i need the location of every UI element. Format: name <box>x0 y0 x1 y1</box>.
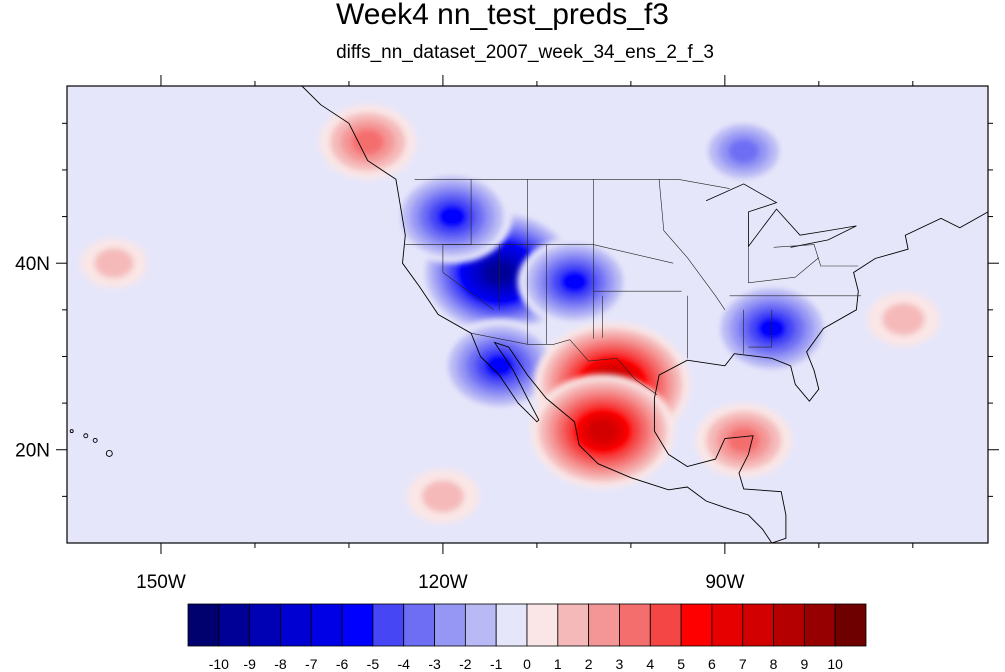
colorbar-box-15 <box>649 603 682 647</box>
colorbar-label-4: -6 <box>336 656 349 672</box>
colorbar-label-3: -7 <box>305 656 318 672</box>
colorbar-box-1 <box>218 603 251 647</box>
colorbar-box-9 <box>464 603 497 647</box>
border-line-9 <box>658 179 726 310</box>
colorbar-label-16: 6 <box>708 656 716 672</box>
anomaly-10 <box>867 292 940 347</box>
anomaly-8 <box>319 104 416 179</box>
colorbar-label-2: -8 <box>274 656 287 672</box>
anomaly-2-level-5 <box>559 270 589 294</box>
colorbar-box-8 <box>434 603 466 647</box>
colorbar-box-5 <box>341 603 374 647</box>
anomaly-2 <box>517 237 632 327</box>
colorbar-box-11 <box>526 603 559 647</box>
border-line-7 <box>405 244 674 264</box>
colorbar-label-6: -4 <box>398 656 411 672</box>
colorbar-box-16 <box>680 603 713 647</box>
border-line-16 <box>748 247 819 284</box>
anomaly-11-level-1 <box>421 480 464 513</box>
colorbar-label-11: 1 <box>554 656 562 672</box>
border-line-15 <box>773 244 859 267</box>
anomaly-5-level-3 <box>727 138 760 164</box>
colorbar-label-8: -2 <box>459 656 472 672</box>
colorbar-box-21 <box>834 603 867 647</box>
colorbar-label-15: 5 <box>677 656 685 672</box>
anomaly-5 <box>698 116 789 186</box>
colorbar-box-7 <box>403 603 435 647</box>
x-tick-label-2: 90W <box>705 572 744 593</box>
colorbar: -10 -9 -8 -7 -6 -5 -4 -3 -2 -1 0 1 2 3 4 5 6 7 8 9 10 <box>187 603 867 672</box>
colorbar-label-12: 2 <box>585 656 593 672</box>
colorbar-box-14 <box>619 603 651 647</box>
colorbar-label-19: 9 <box>800 656 808 672</box>
anomaly-8-level-3 <box>351 128 385 155</box>
anomaly-10-level-1 <box>882 303 925 336</box>
colorbar-box-0 <box>187 603 220 647</box>
anomaly-12-level-1 <box>94 248 134 278</box>
map-frame <box>66 85 989 544</box>
colorbar-label-1: -9 <box>243 656 256 672</box>
colorbar-label-17: 7 <box>739 656 747 672</box>
colorbar-box-13 <box>588 603 620 647</box>
anomaly-7-level-7 <box>588 419 617 443</box>
x-tick-label-1: 120W <box>418 572 468 593</box>
colorbar-label-5: -5 <box>367 656 380 672</box>
anomaly-12 <box>80 238 147 288</box>
great-lakes-outline <box>705 183 857 248</box>
colorbar-box-2 <box>249 603 281 647</box>
anomaly-7 <box>530 374 675 489</box>
border-line-1 <box>471 332 658 395</box>
border-line-0 <box>414 179 730 189</box>
anomaly-1-level-5 <box>437 204 468 229</box>
hawaii-island-2 <box>83 433 89 439</box>
y-tick-label-0: 40N <box>15 254 50 275</box>
anomaly-9 <box>695 403 792 478</box>
chart-subtitle: diffs_nn_dataset_2007_week_34_ens_2_f_3 <box>336 42 714 63</box>
hawaii-island-0 <box>105 450 113 457</box>
border-line-13 <box>748 309 773 348</box>
colorbar-label-7: -3 <box>428 656 441 672</box>
colorbar-label-0: -10 <box>209 656 229 672</box>
y-tick-label-1: 20N <box>15 441 50 462</box>
colorbar-box-6 <box>372 603 405 647</box>
coastlines <box>69 86 988 543</box>
colorbar-box-17 <box>711 603 744 647</box>
colorbar-label-20: 10 <box>827 656 843 672</box>
colorbar-label-9: -1 <box>490 656 503 672</box>
hawaii-island-1 <box>92 437 98 443</box>
anomaly-3-level-5 <box>484 353 515 378</box>
anomaly-9-level-3 <box>727 427 761 454</box>
anomaly-1 <box>392 169 513 264</box>
colorbar-label-18: 8 <box>770 656 778 672</box>
colorbar-box-4 <box>310 603 343 647</box>
colorbar-box-12 <box>557 603 590 647</box>
colorbar-box-18 <box>742 603 774 647</box>
colorbar-box-19 <box>773 603 805 647</box>
colorbar-label-10: 0 <box>523 656 531 672</box>
colorbar-box-20 <box>803 603 836 647</box>
axis-ticks <box>56 75 999 554</box>
x-axis-labels: 150W 120W 90W <box>136 572 744 593</box>
x-tick-label-0: 150W <box>136 572 186 593</box>
north-america-coastline <box>301 86 988 543</box>
colorbar-label-14: 4 <box>646 656 654 672</box>
hawaii-island-3 <box>69 429 74 434</box>
colorbar-box-10 <box>495 603 528 647</box>
y-axis-labels: 40N 20N <box>15 254 50 462</box>
anomaly-3 <box>439 318 560 413</box>
colorbar-box-3 <box>280 603 312 647</box>
chart-title: Week4 nn_test_preds_f3 <box>335 0 669 31</box>
anomaly-11 <box>406 469 479 524</box>
colorbar-label-13: 3 <box>616 656 624 672</box>
